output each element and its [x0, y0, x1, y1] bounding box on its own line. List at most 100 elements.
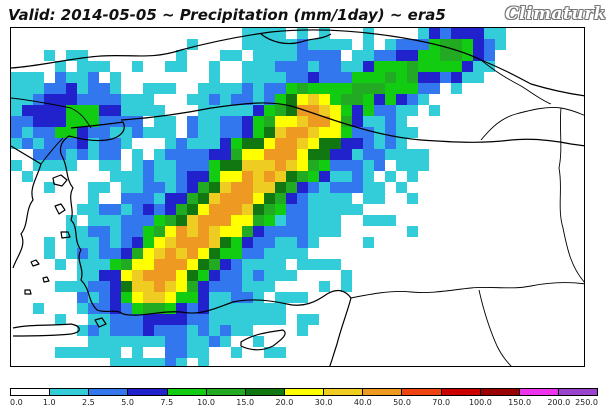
precip-cell	[308, 237, 319, 248]
precip-cell	[231, 160, 242, 171]
precip-cell	[187, 325, 198, 336]
precipitation-field	[11, 28, 506, 366]
precip-cell	[407, 193, 418, 204]
precip-cell	[275, 270, 286, 281]
precip-cell	[319, 61, 330, 72]
precip-cell	[11, 94, 22, 105]
precip-cell	[187, 204, 198, 215]
precip-cell	[44, 237, 55, 248]
precip-cell	[352, 72, 363, 83]
precip-cell	[319, 193, 330, 204]
precip-cell	[33, 138, 44, 149]
precip-cell	[330, 215, 341, 226]
precip-cell	[275, 39, 286, 50]
coastline-black-sea-north	[11, 29, 584, 97]
precip-cell	[143, 127, 154, 138]
precip-cell	[110, 105, 121, 116]
precip-cell	[242, 314, 253, 325]
colorbar-tick-label: 70.0	[432, 398, 451, 407]
precip-cell	[77, 127, 88, 138]
precip-cell	[44, 50, 55, 61]
precip-cell	[242, 116, 253, 127]
precip-cell	[308, 149, 319, 160]
precip-cell	[143, 358, 154, 366]
precip-cell	[242, 83, 253, 94]
precip-cell	[374, 215, 385, 226]
precip-cell	[154, 358, 165, 366]
precip-cell	[385, 215, 396, 226]
precip-cell	[88, 281, 99, 292]
precip-cell	[231, 105, 242, 116]
precip-cell	[308, 160, 319, 171]
precip-cell	[297, 138, 308, 149]
precip-cell	[407, 171, 418, 182]
precip-cell	[231, 149, 242, 160]
precip-cell	[275, 237, 286, 248]
precip-cell	[44, 138, 55, 149]
precip-cell	[66, 248, 77, 259]
precip-cell	[352, 127, 363, 138]
precip-cell	[385, 149, 396, 160]
precip-cell	[319, 127, 330, 138]
precip-cell	[297, 226, 308, 237]
precip-cell	[88, 138, 99, 149]
precip-cell	[132, 127, 143, 138]
precip-cell	[165, 215, 176, 226]
precip-cell	[319, 182, 330, 193]
precip-cell	[44, 83, 55, 94]
precip-cell	[297, 149, 308, 160]
precip-cell	[242, 149, 253, 160]
precip-cell	[132, 204, 143, 215]
precip-cell	[110, 83, 121, 94]
precip-cell	[176, 270, 187, 281]
precip-cell	[473, 28, 484, 39]
precip-cell	[352, 138, 363, 149]
precip-cell	[132, 193, 143, 204]
precip-cell	[451, 28, 462, 39]
precip-cell	[209, 292, 220, 303]
precip-cell	[330, 182, 341, 193]
precip-cell	[253, 61, 264, 72]
precip-cell	[341, 127, 352, 138]
precip-cell	[143, 259, 154, 270]
precip-cell	[220, 226, 231, 237]
precip-cell	[121, 127, 132, 138]
precip-cell	[77, 259, 88, 270]
precip-cell	[396, 160, 407, 171]
precip-cell	[99, 204, 110, 215]
precip-cell	[363, 182, 374, 193]
precip-cell	[110, 72, 121, 83]
precip-cell	[77, 61, 88, 72]
precip-cell	[275, 171, 286, 182]
precip-cell	[352, 61, 363, 72]
precip-cell	[319, 171, 330, 182]
precip-cell	[407, 149, 418, 160]
island-rhodes	[94, 317, 107, 328]
precip-cell	[319, 138, 330, 149]
precip-cell	[330, 149, 341, 160]
precip-cell	[473, 72, 484, 83]
precip-cell	[297, 237, 308, 248]
precip-cell	[363, 171, 374, 182]
precip-cell	[77, 138, 88, 149]
precip-cell	[264, 171, 275, 182]
precip-cell	[154, 105, 165, 116]
precip-cell	[231, 50, 242, 61]
precip-cell	[275, 303, 286, 314]
precip-cell	[264, 50, 275, 61]
precip-cell	[66, 72, 77, 83]
precip-cell	[132, 226, 143, 237]
precip-cell	[341, 61, 352, 72]
precip-cell	[99, 105, 110, 116]
precip-cell	[451, 61, 462, 72]
precip-cell	[297, 160, 308, 171]
precip-cell	[275, 61, 286, 72]
precip-cell	[165, 303, 176, 314]
precip-cell	[253, 171, 264, 182]
precip-cell	[33, 116, 44, 127]
precip-cell	[385, 39, 396, 50]
precip-cell	[176, 215, 187, 226]
precip-cell	[99, 182, 110, 193]
precip-cell	[88, 215, 99, 226]
precip-cell	[176, 204, 187, 215]
